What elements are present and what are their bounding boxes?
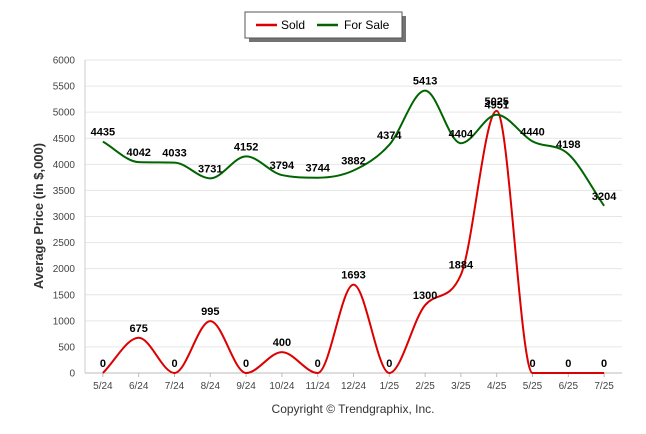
copyright-text: Copyright © Trendgraphix, Inc. (272, 402, 435, 416)
data-label-for-sale: 4042 (126, 147, 150, 159)
legend-sold-label: Sold (281, 18, 305, 32)
data-label-for-sale: 4440 (520, 126, 544, 138)
data-label-for-sale: 4152 (234, 141, 258, 153)
y-axis: 0 500 1000 1500 2000 2500 3000 3500 4000 4500 5000… (53, 56, 76, 380)
x-tick-label: 11/24 (306, 381, 331, 392)
data-label-sold: 1884 (449, 260, 474, 272)
y-tick-label: 6000 (53, 56, 76, 67)
x-tick-label: 5/25 (523, 381, 543, 392)
data-label-sold: 1693 (341, 270, 365, 282)
x-tick-label: 8/24 (201, 381, 221, 392)
series-line-for-sale (102, 89, 605, 207)
x-tick-label: 2/25 (415, 381, 435, 392)
data-label-for-sale: 3731 (198, 163, 222, 175)
data-label-sold: 0 (171, 358, 177, 370)
y-axis-title: Average Price (in $,000) (31, 143, 46, 289)
y-tick-label: 0 (69, 369, 75, 380)
y-tick-label: 1000 (53, 316, 76, 327)
data-label-for-sale: 4198 (556, 139, 580, 151)
series-lines (102, 89, 605, 375)
data-label-sold: 0 (565, 358, 571, 370)
y-tick-label: 500 (58, 342, 75, 353)
series-line-sold (102, 109, 605, 375)
x-axis: 5/24 6/24 7/24 8/24 9/24 10/24 11/24 12/24 1/25 2… (93, 373, 614, 392)
x-tick-label: 12/24 (341, 381, 366, 392)
y-tick-label: 5500 (53, 82, 76, 93)
x-tick-label: 9/24 (236, 381, 256, 392)
data-label-sold: 0 (100, 358, 106, 370)
x-tick-label: 6/25 (559, 381, 579, 392)
data-label-sold: 400 (273, 337, 291, 349)
x-tick-label: 6/24 (129, 381, 149, 392)
data-label-for-sale: 4404 (449, 128, 474, 140)
y-tick-label: 5000 (53, 108, 76, 119)
data-label-for-sale: 3204 (592, 191, 617, 203)
data-label-for-sale: 4033 (162, 148, 186, 160)
data-label-for-sale: 3882 (341, 155, 365, 167)
data-label-for-sale: 4435 (91, 127, 115, 139)
x-tick-label: 5/24 (93, 381, 113, 392)
y-tick-label: 4500 (53, 134, 76, 145)
data-label-sold: 0 (529, 358, 535, 370)
data-label-sold: 0 (386, 358, 392, 370)
y-tick-label: 1500 (53, 290, 76, 301)
legend-for-sale-label: For Sale (344, 18, 390, 32)
y-tick-label: 4000 (53, 160, 76, 171)
x-tick-label: 4/25 (487, 381, 507, 392)
x-tick-label: 10/24 (269, 381, 294, 392)
data-label-sold: 995 (201, 306, 219, 318)
data-label-for-sale: 5413 (413, 76, 437, 88)
data-label-sold: 0 (243, 358, 249, 370)
data-label-for-sale: 4951 (484, 100, 508, 112)
data-label-for-sale: 4374 (377, 130, 402, 142)
data-label-sold: 1300 (413, 290, 437, 302)
x-tick-label: 7/25 (594, 381, 614, 392)
x-tick-label: 3/25 (451, 381, 471, 392)
y-tick-label: 2000 (53, 264, 76, 275)
y-tick-label: 3000 (53, 212, 76, 223)
data-label-for-sale: 3794 (270, 160, 295, 172)
data-label-for-sale: 3744 (305, 163, 330, 175)
data-label-sold: 0 (315, 358, 321, 370)
grid-lines (84, 59, 622, 374)
data-label-sold: 675 (130, 323, 148, 335)
y-tick-label: 3500 (53, 186, 76, 197)
x-tick-label: 7/24 (165, 381, 185, 392)
data-label-sold: 0 (601, 358, 607, 370)
x-tick-label: 1/25 (380, 381, 400, 392)
data-label-sold: 5025 (484, 96, 508, 108)
y-tick-label: 2500 (53, 238, 76, 249)
legend[interactable]: Sold For Sale (244, 11, 406, 42)
data-labels: 0 675 0 995 0 400 0 1693 0 1300 1884 5025 0 0 0 4435 404… (91, 76, 618, 370)
